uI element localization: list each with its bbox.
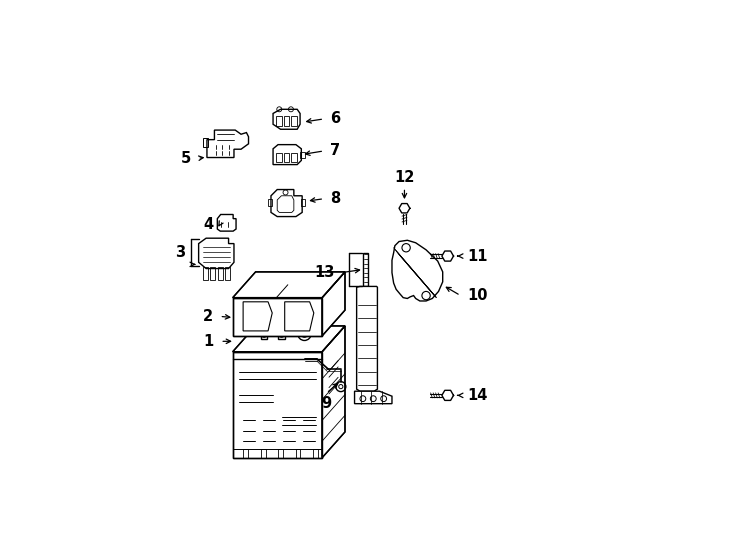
Polygon shape (273, 145, 302, 165)
Bar (284, 153, 289, 162)
Polygon shape (233, 298, 322, 336)
Text: 1: 1 (204, 334, 214, 349)
Polygon shape (355, 391, 392, 404)
Polygon shape (199, 238, 234, 268)
Text: 10: 10 (467, 288, 487, 303)
Bar (291, 153, 297, 162)
Bar (277, 153, 282, 162)
Polygon shape (271, 190, 302, 217)
Bar (261, 333, 267, 339)
Polygon shape (357, 286, 377, 391)
Polygon shape (233, 326, 345, 352)
Text: 13: 13 (314, 265, 335, 280)
Bar (203, 138, 208, 147)
Polygon shape (442, 390, 454, 400)
Text: 2: 2 (203, 309, 213, 324)
Text: 3: 3 (175, 245, 185, 260)
Polygon shape (217, 214, 236, 231)
Bar (302, 199, 305, 206)
Polygon shape (322, 272, 345, 336)
Bar (284, 116, 289, 126)
Polygon shape (273, 109, 300, 129)
Bar (277, 116, 282, 126)
Polygon shape (392, 240, 443, 301)
Text: 5: 5 (181, 151, 191, 166)
Text: 8: 8 (330, 191, 341, 206)
Text: 4: 4 (203, 218, 213, 232)
Polygon shape (233, 272, 345, 298)
Polygon shape (233, 352, 322, 458)
Bar (291, 116, 297, 126)
Text: 12: 12 (394, 171, 415, 185)
Text: 9: 9 (321, 396, 331, 411)
Polygon shape (442, 251, 454, 261)
Polygon shape (207, 130, 249, 158)
Bar (268, 199, 272, 206)
Polygon shape (322, 326, 345, 458)
Text: 11: 11 (467, 248, 487, 264)
Bar (278, 333, 285, 339)
Polygon shape (399, 204, 410, 213)
Bar (363, 253, 368, 286)
Text: 7: 7 (330, 144, 341, 158)
Text: 6: 6 (330, 111, 341, 126)
Text: 14: 14 (467, 388, 487, 403)
Bar (300, 152, 305, 158)
